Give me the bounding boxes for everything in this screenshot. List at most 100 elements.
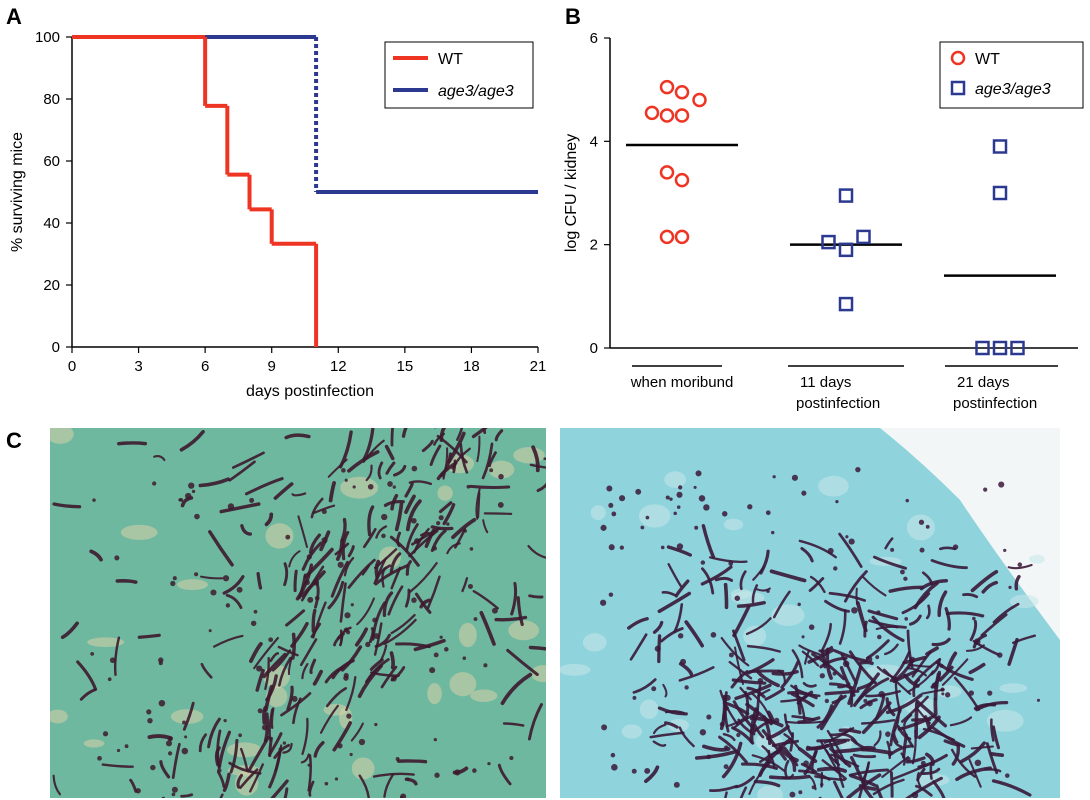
- hypha: [330, 560, 350, 598]
- hypha: [860, 718, 896, 725]
- yeast-cell: [890, 547, 895, 552]
- hypha: [273, 482, 294, 500]
- survival-x-tick-label: 18: [463, 358, 480, 375]
- yeast-cell: [217, 768, 222, 773]
- hypha: [778, 744, 799, 763]
- hypha: [649, 731, 685, 739]
- yeast-cell: [188, 482, 195, 489]
- hypha: [914, 701, 919, 740]
- hypha: [488, 451, 497, 468]
- yeast-cell: [282, 741, 287, 745]
- hypha: [153, 455, 166, 462]
- yeast-cell: [1003, 548, 1007, 553]
- wt-data-point: [674, 108, 690, 123]
- hypha: [375, 525, 388, 539]
- hypha: [408, 561, 438, 594]
- yeast-cell: [719, 721, 725, 727]
- hypha: [821, 622, 832, 652]
- legend-label-wt: WT: [438, 51, 463, 68]
- hypha: [319, 704, 339, 734]
- yeast-cell: [349, 752, 353, 757]
- hypha: [404, 482, 414, 498]
- yeast-cell: [210, 589, 217, 596]
- yeast-cell: [677, 633, 684, 639]
- yeast-cell: [400, 793, 407, 798]
- wt-data-point: [659, 165, 675, 180]
- yeast-cell: [321, 537, 328, 544]
- yeast-cell: [973, 638, 981, 645]
- hypha: [354, 627, 369, 647]
- yeast-cell: [227, 503, 235, 510]
- yeast-cell: [158, 657, 164, 663]
- yeast-cell: [249, 497, 255, 503]
- hypha: [101, 763, 134, 768]
- hypha: [137, 633, 161, 639]
- hypha: [536, 482, 546, 493]
- hypha: [76, 660, 98, 691]
- hypha: [720, 636, 750, 667]
- hypha: [632, 678, 657, 694]
- yeast-cell: [845, 535, 849, 539]
- yeast-cell: [789, 791, 796, 798]
- yeast-cell: [367, 483, 374, 490]
- yeast-cell: [832, 671, 837, 676]
- hypha: [657, 591, 692, 614]
- hypha: [500, 672, 533, 706]
- yeast-cell: [920, 760, 926, 766]
- hypha: [214, 746, 221, 767]
- hypha: [347, 558, 376, 589]
- hypha: [52, 774, 62, 796]
- yeast-cell: [644, 767, 651, 774]
- hypha: [894, 709, 901, 731]
- yeast-cell: [669, 497, 673, 501]
- wt-histology-background: [50, 428, 546, 798]
- age3-data-point: [975, 340, 990, 356]
- hypha: [991, 725, 1001, 750]
- survival-y-tick-label: 20: [43, 277, 60, 294]
- hypha: [182, 701, 195, 731]
- hypha: [379, 644, 388, 662]
- yeast-cell: [791, 474, 798, 481]
- yeast-cell: [257, 708, 263, 714]
- yeast-cell: [158, 699, 166, 707]
- hypha: [311, 608, 317, 633]
- hypha: [824, 599, 850, 613]
- hypha: [700, 565, 733, 586]
- survival-legend-box: [384, 41, 534, 109]
- hypha: [198, 733, 208, 753]
- hypha: [931, 726, 966, 748]
- hypha: [529, 463, 546, 469]
- hypha: [278, 656, 292, 687]
- hypha: [263, 684, 274, 712]
- hypha: [200, 662, 213, 679]
- hypha: [868, 619, 907, 629]
- legend-label-age3: age3/age3: [438, 83, 514, 100]
- hypha: [843, 570, 868, 603]
- wt-kidney-histology: [50, 428, 546, 798]
- hypha: [1014, 574, 1021, 591]
- hypha: [777, 669, 786, 684]
- yeast-cell: [314, 595, 320, 601]
- hypha: [343, 556, 355, 577]
- hypha: [339, 629, 343, 647]
- hypha: [367, 505, 375, 537]
- hypha: [382, 591, 394, 618]
- hypha: [309, 658, 317, 675]
- hypha: [373, 548, 398, 570]
- mutant-histology-tissue-edge: [880, 428, 1060, 640]
- hypha: [839, 666, 856, 697]
- hypha: [244, 477, 284, 496]
- yeast-cell: [337, 743, 343, 749]
- hypha: [433, 432, 446, 446]
- hypha: [917, 753, 948, 769]
- hypha: [660, 627, 684, 643]
- yeast-cell: [473, 617, 478, 622]
- yeast-cell: [819, 673, 825, 679]
- hypha: [875, 625, 899, 631]
- yeast-cell: [757, 678, 764, 684]
- hypha: [885, 697, 896, 717]
- hypha: [888, 744, 914, 757]
- yeast-cell: [462, 656, 467, 660]
- yeast-cell: [411, 465, 418, 472]
